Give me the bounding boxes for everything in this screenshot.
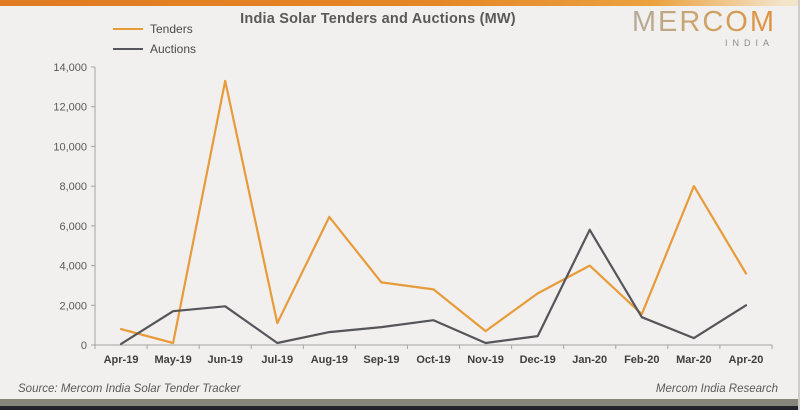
y-axis-label: 8,000: [59, 181, 87, 193]
tenders-line: [119, 79, 748, 345]
source-note: Source: Mercom India Solar Tender Tracke…: [18, 383, 241, 395]
x-axis-label: Apr-19: [104, 354, 139, 366]
y-axis-label: 2,000: [59, 300, 87, 312]
x-axis-label: Jul-19: [261, 354, 293, 366]
x-axis-label: Jan-20: [572, 354, 607, 366]
legend-item-auctions: Auctions: [113, 39, 196, 59]
x-axis-label: Apr-20: [729, 354, 764, 366]
x-axis-label: Oct-19: [416, 354, 450, 366]
top-accent-bar: [0, 0, 798, 6]
y-axis-label: 12,000: [53, 102, 87, 114]
page-title: India Solar Tenders and Auctions (MW): [240, 11, 516, 27]
tenders-line-swatch: [113, 28, 143, 30]
logo-sub-text: INDIA: [724, 38, 774, 48]
y-axis-label: 6,000: [59, 221, 87, 233]
auctions-line-swatch: [113, 48, 143, 50]
y-axis-label: 14,000: [53, 62, 87, 74]
legend-label: Tenders: [150, 22, 193, 36]
auctions-line: [119, 228, 748, 346]
logo-brand-text: MERCOM: [631, 6, 776, 38]
mercom-india-logo: MERCOM INDIA: [632, 7, 776, 48]
legend-label: Auctions: [150, 42, 197, 56]
x-axis-label: Jun-19: [207, 354, 242, 366]
chart-legend: Tenders Auctions: [113, 19, 196, 59]
bottom-dark-edge: [0, 406, 798, 410]
y-axis-label: 4,000: [59, 261, 87, 273]
x-axis-label: Mar-20: [676, 354, 711, 366]
x-axis-label: Nov-19: [467, 354, 504, 366]
x-axis-label: Sep-19: [363, 354, 399, 366]
x-axis-label: May-19: [154, 354, 191, 366]
research-credit: Mercom India Research: [655, 383, 778, 395]
x-axis-label: Aug-19: [311, 354, 348, 366]
legend-item-tenders: Tenders: [113, 19, 196, 39]
bottom-accent-bar: [0, 399, 798, 406]
x-axis-label: Feb-20: [624, 354, 659, 366]
y-axis-label: 10,000: [53, 141, 87, 153]
y-axis-label: 0: [81, 340, 87, 352]
x-axis-label: Dec-19: [520, 354, 556, 366]
